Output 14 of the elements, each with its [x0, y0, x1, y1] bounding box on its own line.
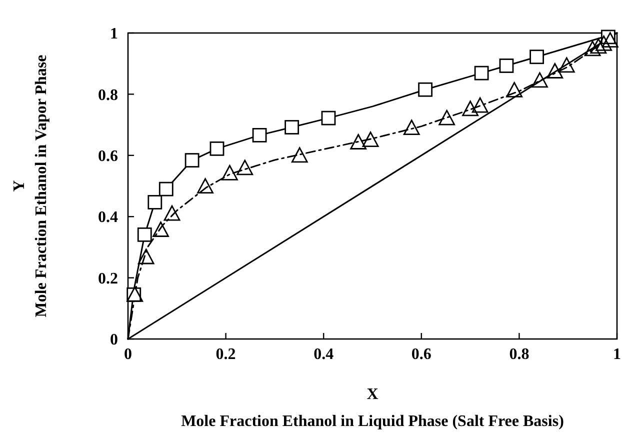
y-tick-label: 0.8 [98, 86, 118, 104]
y-axis-title: Y Mole Fraction Ethanol in Vapor Phase [11, 54, 50, 318]
y-tick-label: 0.6 [98, 148, 118, 165]
y-tick-label: 0 [110, 332, 118, 349]
x-tick-label: 0.6 [411, 346, 432, 363]
x-axis-title: X Mole Fraction Ethanol in Liquid Phase (Salt Free Basis) [181, 386, 564, 430]
x-tick-label: 0 [124, 346, 132, 363]
y-tick-label: 0.2 [98, 270, 118, 288]
x-tick-label: 0.4 [314, 346, 334, 363]
y-tick-label: 1 [110, 26, 118, 43]
x-tick-label: 0.8 [509, 346, 530, 363]
x-tick-label: 0.2 [216, 346, 236, 363]
x-tick-label: 1 [613, 346, 621, 363]
y-tick-label: 0.4 [98, 209, 118, 226]
